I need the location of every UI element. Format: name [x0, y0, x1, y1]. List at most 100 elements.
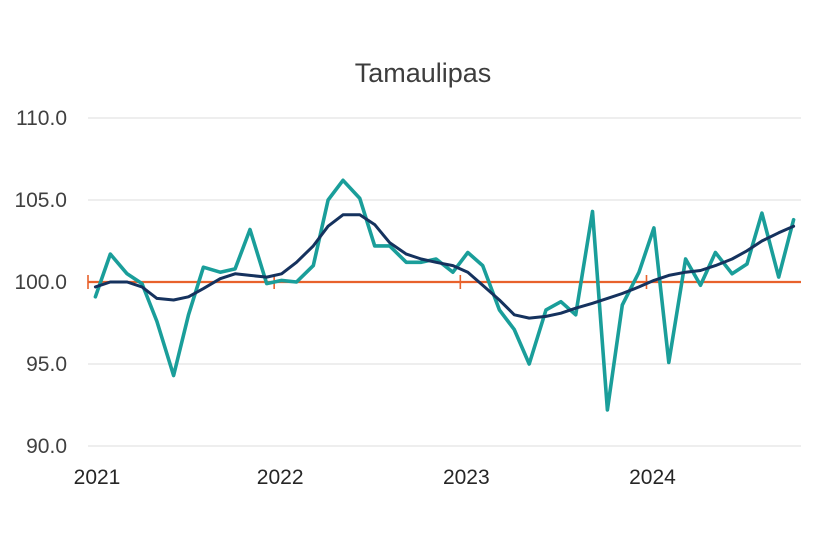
data-point: [295, 261, 298, 264]
data-point: [280, 272, 283, 275]
series-line: [93, 178, 796, 412]
data-point: [248, 274, 252, 277]
series-line: [93, 213, 796, 320]
data-point: [714, 264, 717, 267]
data-point: [94, 285, 97, 289]
data-point: [667, 274, 671, 277]
data-point: [140, 285, 144, 289]
y-tick-label: 95.0: [26, 353, 67, 376]
data-point: [667, 361, 671, 364]
data-point: [591, 302, 594, 305]
chart-title: Tamaulipas: [355, 58, 492, 88]
data-point: [109, 280, 112, 284]
data-point: [172, 374, 175, 377]
data-point: [498, 298, 501, 302]
data-point: [202, 266, 205, 269]
data-point: [760, 239, 764, 243]
data-point: [280, 279, 283, 282]
data-point: [684, 257, 687, 261]
data-point: [777, 231, 780, 234]
data-point: [466, 270, 469, 274]
data-point: [358, 213, 361, 216]
data-point: [94, 295, 97, 298]
y-axis-tick-labels: 90.0 95.0 100.0 105.0 110.0: [14, 107, 67, 458]
data-point: [777, 275, 780, 279]
data-point: [155, 297, 159, 300]
x-tick-label: 2022: [257, 466, 304, 489]
data-point: [233, 267, 237, 271]
x-tick-label: 2024: [629, 466, 676, 489]
data-point: [730, 272, 734, 275]
x-tick-label: 2023: [443, 466, 490, 489]
y-tick-label: 100.0: [14, 271, 67, 294]
data-point: [792, 218, 795, 221]
data-point: [341, 213, 345, 216]
series-layer: [93, 178, 796, 412]
data-point: [420, 257, 423, 261]
data-point: [652, 279, 656, 282]
data-point: [513, 313, 516, 316]
data-point: [621, 292, 624, 295]
data-point: [699, 284, 702, 287]
data-point: [155, 320, 159, 323]
data-point: [233, 272, 237, 275]
data-point: [202, 287, 205, 290]
data-point: [218, 277, 222, 280]
data-point: [326, 225, 330, 228]
data-point: [684, 270, 687, 274]
data-point: [637, 270, 641, 274]
data-point: [621, 303, 624, 307]
data-point: [714, 251, 717, 254]
data-point: [434, 261, 438, 264]
data-point: [140, 282, 144, 285]
data-point: [420, 261, 423, 264]
data-point: [699, 269, 702, 272]
data-point: [358, 197, 361, 200]
data-point: [341, 179, 345, 182]
data-point: [528, 316, 531, 320]
data-point: [544, 315, 548, 318]
x-tick-label: 2021: [74, 466, 121, 489]
data-point: [405, 261, 408, 264]
data-point: [528, 362, 531, 366]
data-point: [513, 328, 516, 331]
data-point: [792, 225, 795, 228]
data-point: [591, 210, 594, 213]
data-point: [559, 311, 563, 315]
data-point: [451, 270, 455, 274]
data-point: [312, 264, 315, 267]
y-tick-label: 105.0: [14, 189, 67, 212]
series-2: [93, 213, 796, 320]
data-point: [637, 285, 641, 289]
data-point: [745, 262, 749, 266]
data-point: [481, 264, 484, 267]
data-point: [544, 308, 548, 312]
series-1: [93, 178, 796, 412]
data-point: [606, 297, 609, 300]
data-point: [125, 280, 129, 284]
data-point: [481, 284, 484, 287]
data-point: [652, 226, 656, 230]
x-axis-tick-labels: 2021 2022 2023 2024: [74, 466, 677, 489]
data-point: [405, 252, 408, 256]
data-point: [606, 408, 609, 412]
data-point: [745, 249, 749, 253]
data-point: [218, 270, 222, 274]
data-point: [125, 272, 129, 275]
y-tick-label: 90.0: [26, 435, 67, 458]
data-point: [172, 298, 175, 302]
data-point: [326, 198, 330, 202]
data-point: [559, 300, 563, 303]
data-point: [388, 244, 391, 248]
data-point: [498, 308, 501, 312]
data-point: [265, 275, 268, 279]
data-point: [451, 264, 455, 267]
data-point: [265, 282, 268, 285]
data-point: [187, 295, 190, 298]
data-point: [373, 244, 376, 248]
data-point: [466, 251, 469, 254]
data-point: [388, 241, 391, 244]
data-point: [373, 223, 376, 226]
data-point: [187, 313, 190, 316]
